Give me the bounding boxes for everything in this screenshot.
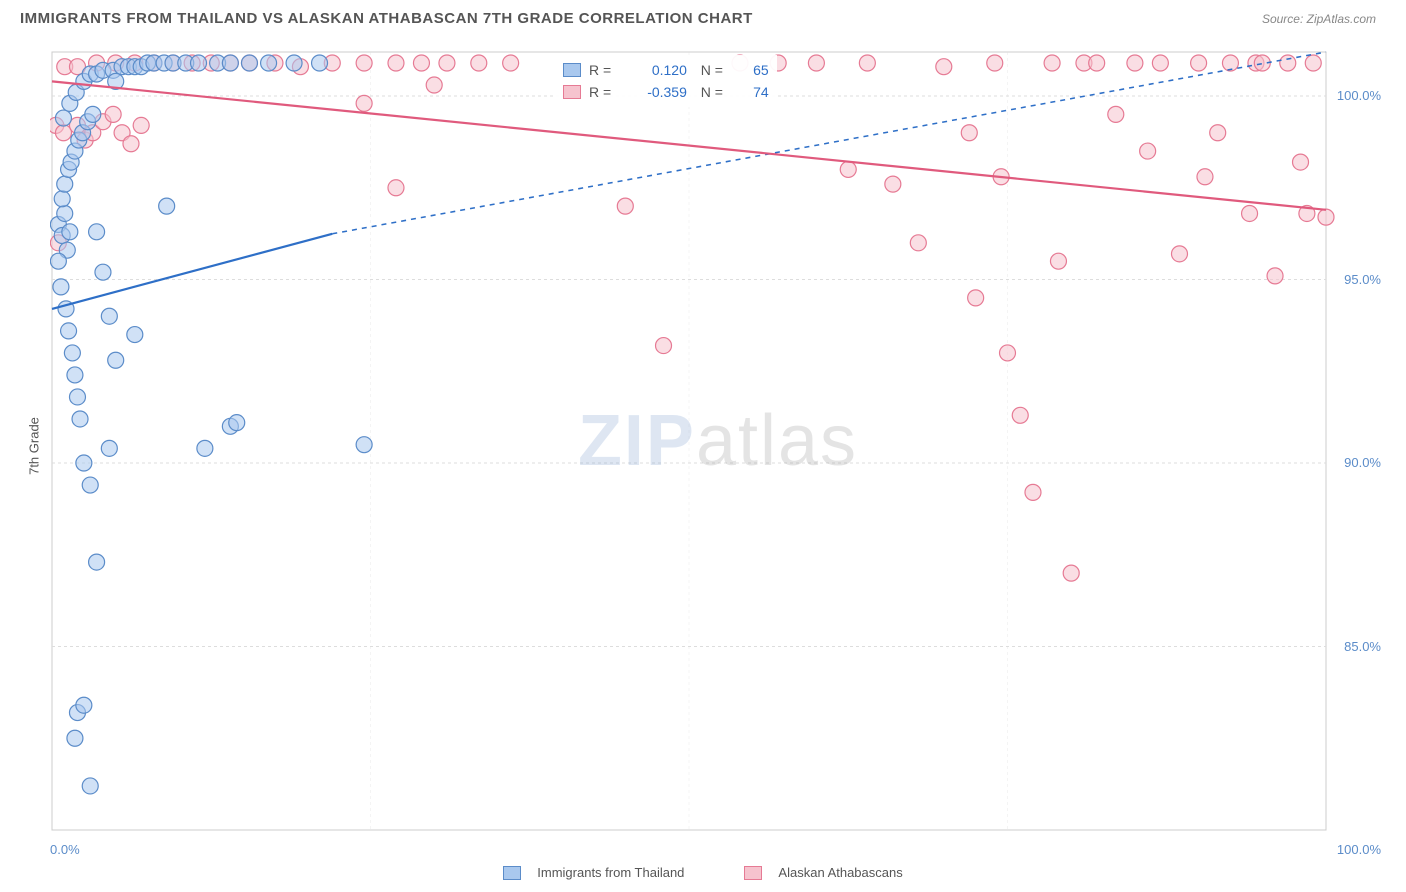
legend-label-athabascan: Alaskan Athabascans — [778, 865, 902, 880]
series-legend: Immigrants from Thailand Alaskan Athabas… — [0, 865, 1406, 880]
chart-title: IMMIGRANTS FROM THAILAND VS ALASKAN ATHA… — [20, 10, 1386, 27]
legend-item-thailand: Immigrants from Thailand — [503, 865, 684, 880]
y-tick-100: 100.0% — [1337, 88, 1381, 103]
n-value-thailand: 65 — [739, 62, 769, 78]
r-label: R = — [589, 62, 623, 78]
swatch-thailand — [563, 63, 581, 77]
source-attribution: Source: ZipAtlas.com — [1262, 12, 1376, 26]
legend-row-thailand: R = 0.120 N = 65 — [563, 59, 769, 81]
r-value-athabascan: -0.359 — [627, 84, 687, 100]
y-axis-label: 7th Grade — [26, 417, 41, 475]
source-prefix: Source: — [1262, 12, 1307, 26]
y-tick-95: 95.0% — [1344, 272, 1381, 287]
legend-item-athabascan: Alaskan Athabascans — [744, 865, 902, 880]
source-name: ZipAtlas.com — [1307, 12, 1376, 26]
n-label: N = — [701, 62, 735, 78]
y-tick-90: 90.0% — [1344, 455, 1381, 470]
r-value-thailand: 0.120 — [627, 62, 687, 78]
x-tick-0: 0.0% — [50, 842, 80, 857]
swatch-athabascan — [563, 85, 581, 99]
n-label: N = — [701, 84, 735, 100]
n-value-athabascan: 74 — [739, 84, 769, 100]
correlation-legend: R = 0.120 N = 65 R = -0.359 N = 74 — [555, 55, 777, 107]
legend-label-thailand: Immigrants from Thailand — [537, 865, 684, 880]
swatch-athabascan — [744, 866, 762, 880]
r-label: R = — [589, 84, 623, 100]
y-tick-85: 85.0% — [1344, 639, 1381, 654]
chart-area: ZIPatlas — [50, 50, 1386, 832]
x-tick-100: 100.0% — [1337, 842, 1381, 857]
swatch-thailand — [503, 866, 521, 880]
scatter-plot — [50, 50, 1386, 832]
legend-row-athabascan: R = -0.359 N = 74 — [563, 81, 769, 103]
